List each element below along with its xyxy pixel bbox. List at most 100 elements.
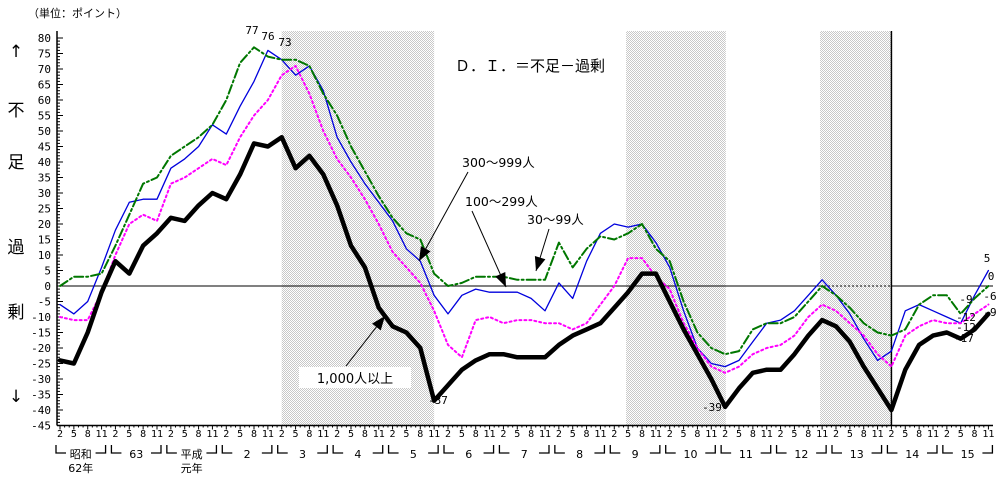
x-quarter-label: 5 (293, 429, 299, 440)
y-axis-tick-label: 45 (38, 141, 51, 154)
year-label: 2 (244, 448, 251, 461)
year-bracket-left (831, 445, 842, 454)
direction-char: 不 (8, 101, 25, 121)
y-axis-tick-label: 65 (38, 79, 51, 92)
x-quarter-label: 5 (126, 429, 132, 440)
year-bracket-right (317, 445, 328, 454)
year-bracket-right (926, 445, 938, 454)
x-quarter-label: 11 (927, 429, 939, 440)
year-label: 12 (794, 448, 808, 461)
y-axis-tick-label: 70 (38, 63, 51, 76)
x-quarter-label: 11 (982, 429, 994, 440)
x-quarter-label: 2 (112, 429, 118, 440)
series-line-300〜999人 (59, 64, 990, 374)
x-quarter-label: 2 (888, 429, 894, 440)
year-label: 14 (905, 448, 919, 461)
year-label: 6 (465, 448, 472, 461)
year-label: 7 (521, 448, 528, 461)
x-quarter-label: 5 (403, 429, 409, 440)
year-bracket-left (886, 445, 898, 454)
x-quarter-label: 11 (816, 429, 828, 440)
year-bracket-right (816, 445, 827, 454)
year-bracket-right (150, 445, 162, 454)
x-quarter-label: 5 (681, 429, 687, 440)
x-quarter-label: 2 (667, 429, 673, 440)
y-axis-tick-label: 40 (38, 156, 51, 169)
callout-arrow-head (419, 246, 431, 261)
x-quarter-label: 2 (279, 429, 285, 440)
x-quarter-label: 5 (625, 429, 631, 440)
callout-arrow-head (534, 255, 546, 271)
year-bracket-left (942, 445, 953, 454)
x-quarter-label: 8 (916, 429, 922, 440)
x-quarter-label: 8 (750, 429, 756, 440)
series-lines (57, 46, 991, 413)
point-value-label: -9 (959, 293, 972, 306)
x-quarter-label: 8 (972, 429, 978, 440)
year-bracket-right (871, 445, 883, 454)
x-quarter-label: 11 (539, 429, 551, 440)
y-axis-tick-label: 60 (38, 94, 51, 107)
x-quarter-label: 8 (362, 429, 368, 440)
year-label: 63 (129, 448, 143, 461)
point-value-label: 0 (988, 270, 995, 283)
year-label: 10 (683, 448, 697, 461)
year-bracket-right (372, 445, 384, 454)
series-callout-label: 100〜299人 (465, 194, 538, 209)
x-quarter-label: 5 (847, 429, 853, 440)
year-bracket-right (261, 445, 273, 454)
x-quarter-label: 11 (428, 429, 440, 440)
point-value-label: 5 (984, 252, 991, 265)
year-bracket-left (443, 445, 454, 454)
x-quarter-label: 2 (778, 429, 784, 440)
year-bracket-left (720, 445, 732, 454)
x-quarter-label: 8 (861, 429, 867, 440)
y-axis-tick-label: 5 (44, 265, 51, 278)
y-axis-tick-label: 50 (38, 125, 51, 138)
year-label: 3 (299, 448, 306, 461)
recession-band-3 (820, 31, 892, 426)
series-callout-label: 1,000人以上 (317, 372, 393, 387)
year-label: 4 (354, 448, 361, 461)
x-quarter-label: 8 (85, 429, 91, 440)
x-quarter-label: 8 (196, 429, 202, 440)
chart-title: Ｄ．Ｉ．＝不足－過剰 (455, 57, 605, 75)
year-bracket-left (277, 445, 288, 454)
direction-char: ↓ (9, 387, 23, 407)
direction-char: ↑ (9, 42, 23, 62)
year-bracket-left (498, 445, 510, 454)
series-line-1,000人以上 (57, 134, 991, 413)
y-axis-tick-label: 30 (38, 187, 51, 200)
point-value-label: -12 (956, 311, 976, 324)
x-quarter-label: 2 (556, 429, 562, 440)
y-axis-tick-label: 75 (38, 48, 51, 61)
callout-arrow-head (495, 271, 506, 287)
x-quarter-label: 2 (334, 429, 340, 440)
unit-label: （単位：ポイント） (28, 6, 127, 20)
x-quarter-label: 11 (96, 429, 108, 440)
x-quarter-label: 2 (722, 429, 728, 440)
y-axis-tick-label: -5 (38, 296, 51, 309)
callout-box (299, 367, 411, 388)
x-quarter-label: 11 (206, 429, 218, 440)
year-bracket-right (760, 445, 772, 454)
x-quarter-label: 5 (902, 429, 908, 440)
x-quarter-label: 11 (594, 429, 606, 440)
x-quarter-label: 5 (348, 429, 354, 440)
x-quarter-label: 5 (182, 429, 188, 440)
x-quarter-label: 2 (390, 429, 396, 440)
x-quarter-label: 2 (944, 429, 950, 440)
y-axis-tick-label: 15 (38, 234, 51, 247)
year-bracket-right (95, 445, 107, 454)
year-label: 8 (576, 448, 583, 461)
x-quarter-label: 8 (694, 429, 700, 440)
x-quarter-label: 5 (514, 429, 520, 440)
year-bracket-left (166, 445, 177, 454)
series-callouts: 300〜999人 100〜299人 30〜99人 1,000人以上 (299, 155, 584, 388)
x-quarter-label: 8 (251, 429, 257, 440)
x-quarter-label: 11 (650, 429, 662, 440)
x-quarter-label: 2 (57, 429, 63, 440)
year-bracket-right (705, 445, 716, 454)
